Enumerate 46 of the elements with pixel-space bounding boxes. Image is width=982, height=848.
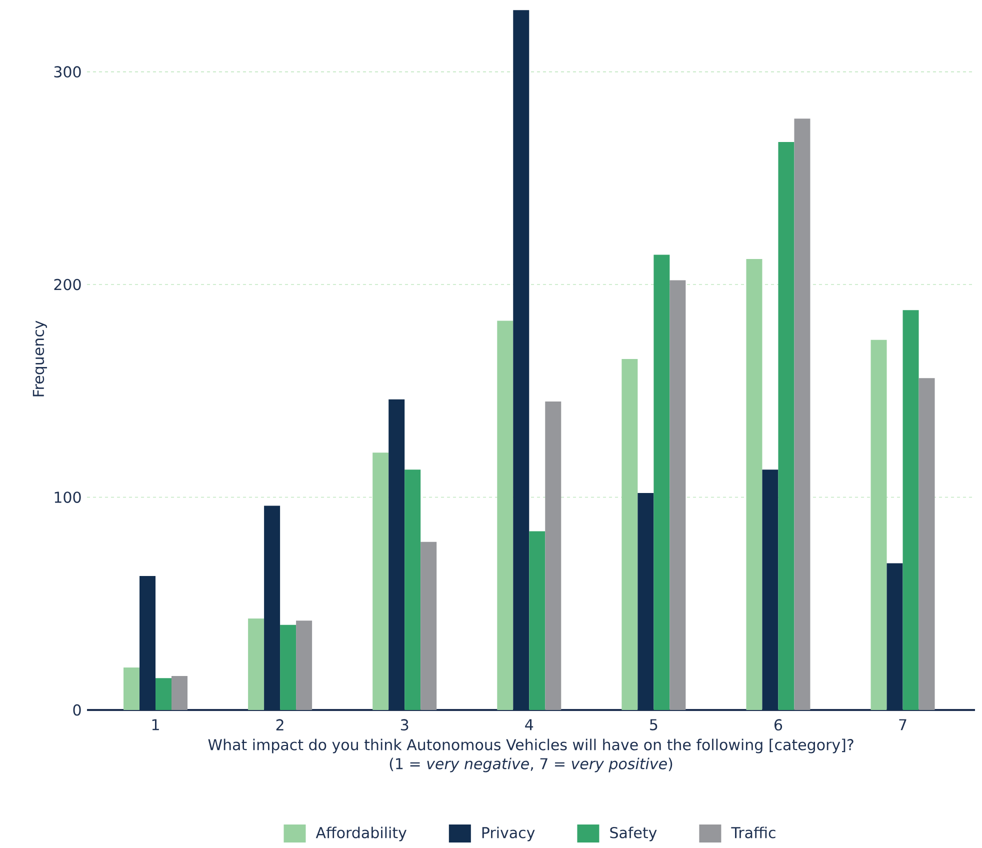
bar bbox=[654, 254, 670, 710]
x-tick-label: 1 bbox=[152, 719, 159, 730]
x-tick-label: 4 bbox=[525, 719, 534, 730]
bar bbox=[778, 142, 794, 710]
bar bbox=[388, 399, 405, 710]
y-tick-label: 0 bbox=[73, 704, 81, 716]
bar bbox=[280, 624, 296, 710]
bar bbox=[372, 452, 389, 710]
bar bbox=[248, 618, 264, 710]
bar bbox=[124, 667, 140, 710]
bar bbox=[172, 676, 188, 710]
bar bbox=[513, 10, 530, 710]
bar bbox=[545, 402, 562, 710]
legend-label: Traffic bbox=[731, 826, 776, 838]
bar bbox=[870, 340, 887, 710]
bar bbox=[918, 378, 935, 710]
bar bbox=[140, 576, 156, 710]
bar bbox=[404, 470, 421, 710]
x-tick-label: 3 bbox=[400, 719, 408, 731]
y-axis-title: Frequency bbox=[32, 320, 47, 396]
bar bbox=[638, 493, 654, 710]
bar bbox=[420, 542, 437, 710]
legend-label: Privacy bbox=[482, 826, 535, 842]
x-tick-label: 2 bbox=[276, 719, 284, 730]
bar bbox=[156, 678, 172, 710]
bar bbox=[296, 620, 312, 710]
legend-label: Affordability bbox=[316, 826, 406, 842]
bar bbox=[746, 259, 762, 710]
text: (1 = very negative, 7 = very positive) bbox=[390, 758, 672, 772]
bar bbox=[497, 320, 514, 710]
bar bbox=[264, 506, 280, 710]
bar bbox=[622, 358, 638, 710]
x-axis-title: What impact do you think Autonomous Vehicles will have on the following [category]? bbox=[208, 738, 854, 754]
bar bbox=[762, 470, 778, 710]
x-tick-label: 7 bbox=[899, 719, 906, 730]
y-tick-label: 200 bbox=[54, 278, 81, 290]
x-tick-label: 5 bbox=[650, 719, 658, 730]
bar bbox=[886, 563, 903, 710]
bar bbox=[794, 118, 810, 710]
y-tick-label: 100 bbox=[54, 492, 81, 503]
y-tick-label: 300 bbox=[54, 66, 81, 78]
bar bbox=[902, 310, 919, 710]
bar bbox=[529, 531, 546, 710]
legend-label: Safety bbox=[610, 826, 657, 842]
x-tick-label: 6 bbox=[774, 719, 782, 731]
bar bbox=[670, 280, 686, 710]
